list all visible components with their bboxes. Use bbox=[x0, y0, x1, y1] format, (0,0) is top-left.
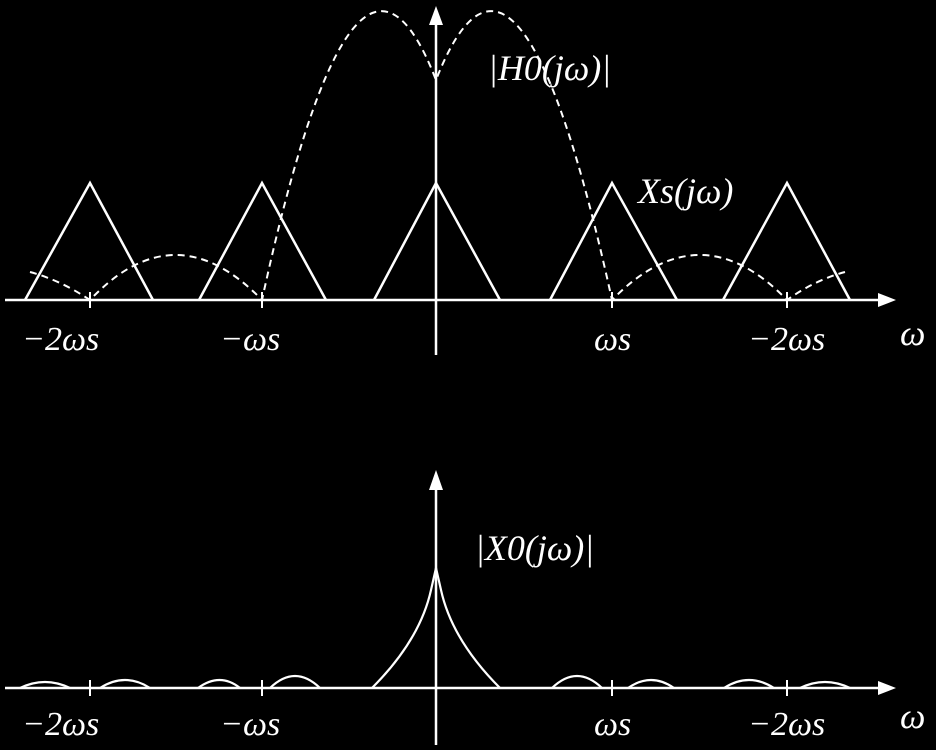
bottom-tick-label-4: −2ωs bbox=[748, 706, 825, 743]
xs-triangle-minus-2ws bbox=[23, 180, 155, 301]
x0-lobe-2 bbox=[99, 678, 151, 689]
x0-lobe-3 bbox=[197, 678, 241, 689]
bottom-vertical-axis-arrow bbox=[429, 470, 443, 490]
xs-triangle-minus-ws bbox=[197, 180, 328, 301]
bottom-tick-label-1: −2ωs bbox=[22, 706, 99, 743]
xs-spectrum-replicas bbox=[23, 180, 852, 301]
x0-magnitude-curve bbox=[371, 567, 501, 689]
top-tick-label-4: −2ωs bbox=[748, 321, 825, 358]
bottom-panel: −2ωs −ωs ωs −2ωs ω |X0(jω)| bbox=[5, 470, 925, 745]
x0-residual-lobes bbox=[19, 674, 851, 689]
bottom-tick-label-3: ωs bbox=[594, 706, 631, 743]
h0-label: |H0(jω)| bbox=[488, 48, 611, 88]
xs-label: Xs(jω) bbox=[636, 171, 733, 211]
x0-lobe-5 bbox=[551, 674, 603, 689]
h0-magnitude-curve bbox=[29, 10, 846, 303]
x0-label: |X0(jω)| bbox=[475, 528, 594, 568]
top-vertical-axis-arrow bbox=[429, 6, 443, 25]
x0-lobe-8 bbox=[799, 680, 851, 689]
top-tick-label-2: −ωs bbox=[220, 321, 280, 358]
x0-lobe-4 bbox=[269, 674, 321, 689]
top-ticks bbox=[89, 292, 788, 308]
bottom-tick-label-2: −ωs bbox=[220, 706, 280, 743]
bottom-omega-axis-arrow bbox=[878, 681, 896, 695]
x0-lobe-7 bbox=[723, 678, 775, 689]
x0-lobe-6 bbox=[627, 678, 675, 689]
bottom-omega-label: ω bbox=[900, 696, 925, 736]
xs-triangle-center bbox=[372, 180, 502, 301]
top-omega-axis-arrow bbox=[878, 293, 896, 307]
xs-triangle-plus-2ws bbox=[721, 180, 852, 301]
top-tick-label-1: −2ωs bbox=[22, 321, 99, 358]
top-omega-label: ω bbox=[900, 313, 925, 353]
xs-triangle-plus-ws bbox=[548, 180, 679, 301]
bottom-ticks bbox=[89, 680, 788, 696]
top-panel: −2ωs −ωs ωs −2ωs ω |H0(jω)| Xs(jω) bbox=[5, 6, 925, 358]
x0-lobe-1 bbox=[19, 680, 71, 689]
top-tick-label-3: ωs bbox=[594, 321, 631, 358]
